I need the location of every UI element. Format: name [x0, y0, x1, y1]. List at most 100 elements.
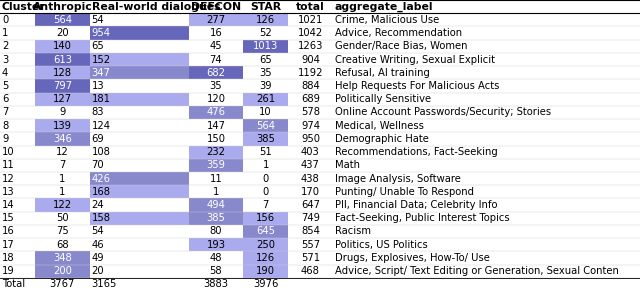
Text: 645: 645 [256, 226, 275, 237]
Text: 7: 7 [2, 107, 8, 118]
Bar [189, 159, 243, 172]
Text: 854: 854 [301, 226, 320, 237]
Text: Crime, Malicious Use: Crime, Malicious Use [335, 15, 439, 25]
Bar [189, 212, 243, 225]
Text: 348: 348 [53, 253, 72, 263]
Text: 156: 156 [256, 213, 275, 223]
Text: 120: 120 [207, 94, 225, 104]
Bar [243, 132, 288, 146]
Text: 16: 16 [210, 28, 222, 38]
Bar [35, 251, 90, 265]
Text: 0: 0 [262, 173, 269, 184]
Text: 1: 1 [60, 173, 65, 184]
Text: Fact-Seeking, Public Interest Topics: Fact-Seeking, Public Interest Topics [335, 213, 509, 223]
Text: 54: 54 [92, 15, 104, 25]
Bar [189, 106, 243, 119]
Text: 35: 35 [259, 68, 272, 78]
Bar [243, 119, 288, 132]
Text: 140: 140 [53, 41, 72, 51]
Bar [243, 251, 288, 265]
Text: aggregate_label: aggregate_label [335, 1, 433, 12]
Text: 18: 18 [2, 253, 15, 263]
Bar [243, 212, 288, 225]
Text: 8: 8 [2, 121, 8, 131]
Bar [35, 265, 90, 278]
Text: Punting/ Unable To Respond: Punting/ Unable To Respond [335, 187, 474, 197]
Text: Help Requests For Malicious Acts: Help Requests For Malicious Acts [335, 81, 499, 91]
Bar [189, 238, 243, 251]
Text: Politically Sensitive: Politically Sensitive [335, 94, 431, 104]
Text: 749: 749 [301, 213, 320, 223]
Text: 200: 200 [53, 266, 72, 276]
Text: 45: 45 [210, 41, 222, 51]
Text: Anthropic: Anthropic [33, 2, 92, 12]
Bar [35, 93, 90, 106]
Text: 83: 83 [92, 107, 104, 118]
Text: 359: 359 [207, 160, 225, 170]
Text: 74: 74 [210, 54, 222, 65]
Text: 147: 147 [207, 121, 225, 131]
Text: Politics, US Politics: Politics, US Politics [335, 240, 428, 250]
Text: 17: 17 [2, 240, 15, 250]
Text: 168: 168 [92, 187, 111, 197]
Text: 68: 68 [56, 240, 68, 250]
Bar [243, 13, 288, 26]
Bar [243, 265, 288, 278]
Text: 46: 46 [92, 240, 104, 250]
Text: 20: 20 [56, 28, 68, 38]
Text: 578: 578 [301, 107, 320, 118]
Text: 346: 346 [53, 134, 72, 144]
Text: 20: 20 [92, 266, 104, 276]
Text: 385: 385 [207, 213, 225, 223]
Text: 65: 65 [259, 54, 272, 65]
Text: 250: 250 [256, 240, 275, 250]
Text: Gender/Race Bias, Women: Gender/Race Bias, Women [335, 41, 467, 51]
Text: 950: 950 [301, 134, 320, 144]
Text: 10: 10 [259, 107, 272, 118]
Text: 613: 613 [53, 54, 72, 65]
Text: 385: 385 [256, 134, 275, 144]
Text: Cluster: Cluster [2, 2, 45, 12]
Text: 2: 2 [2, 41, 8, 51]
Text: 7: 7 [262, 200, 269, 210]
Text: 24: 24 [92, 200, 104, 210]
Text: 39: 39 [259, 81, 272, 91]
Text: 12: 12 [56, 147, 68, 157]
Text: 9: 9 [2, 134, 8, 144]
Text: 15: 15 [2, 213, 15, 223]
Text: 35: 35 [210, 81, 222, 91]
Bar [189, 198, 243, 212]
Text: 904: 904 [301, 54, 320, 65]
Text: 69: 69 [92, 134, 104, 144]
Text: Drugs, Explosives, How-To/ Use: Drugs, Explosives, How-To/ Use [335, 253, 490, 263]
Text: 0: 0 [262, 187, 269, 197]
Text: 494: 494 [207, 200, 225, 210]
Text: 158: 158 [92, 213, 111, 223]
Text: 5: 5 [2, 81, 8, 91]
Text: Total: Total [2, 279, 25, 289]
Bar [243, 93, 288, 106]
Text: Advice, Recommendation: Advice, Recommendation [335, 28, 462, 38]
Text: 54: 54 [92, 226, 104, 237]
Text: 11: 11 [2, 160, 15, 170]
Text: 974: 974 [301, 121, 320, 131]
Text: 51: 51 [259, 147, 272, 157]
Text: 7: 7 [60, 160, 65, 170]
Text: 50: 50 [56, 213, 68, 223]
Bar [90, 93, 189, 106]
Text: total: total [296, 2, 324, 12]
Text: 884: 884 [301, 81, 320, 91]
Text: 58: 58 [210, 266, 222, 276]
Bar [189, 66, 243, 79]
Text: PII, Financial Data; Celebrity Info: PII, Financial Data; Celebrity Info [335, 200, 497, 210]
Text: 13: 13 [92, 81, 104, 91]
Text: 426: 426 [92, 173, 111, 184]
Text: 797: 797 [53, 81, 72, 91]
Text: 682: 682 [207, 68, 225, 78]
Bar [35, 79, 90, 93]
Text: 16: 16 [2, 226, 15, 237]
Text: 347: 347 [92, 68, 110, 78]
Text: 127: 127 [53, 94, 72, 104]
Text: 3165: 3165 [92, 279, 117, 289]
Text: Refusal, AI training: Refusal, AI training [335, 68, 429, 78]
